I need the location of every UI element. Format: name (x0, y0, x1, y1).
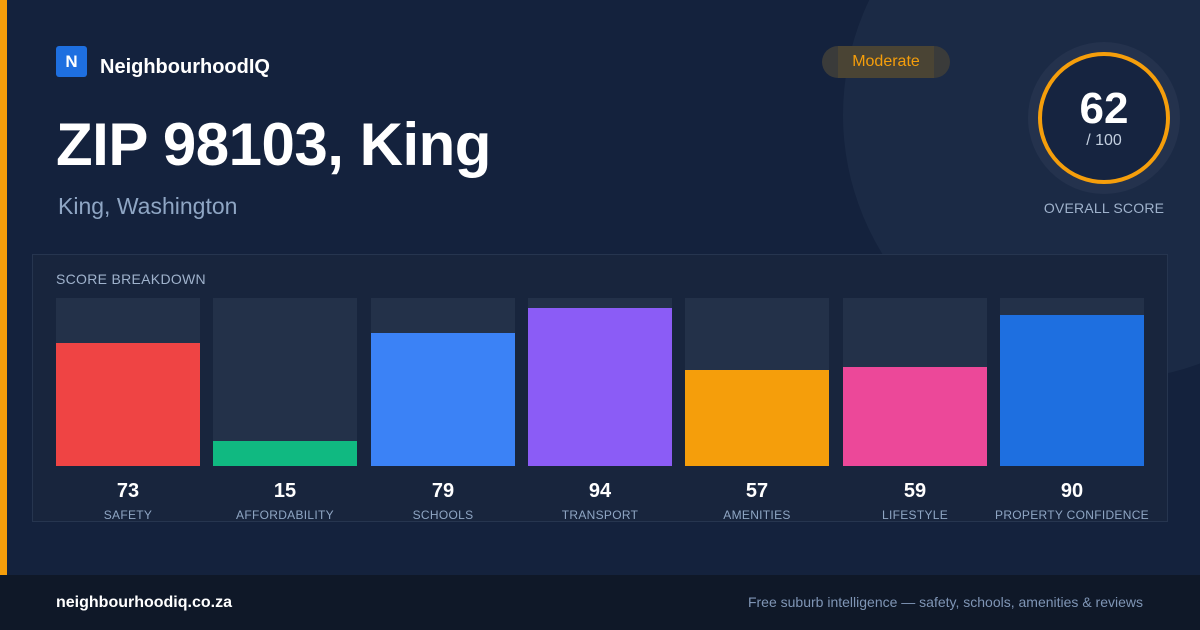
bar-label: AMENITIES (723, 508, 791, 522)
bar-fill (528, 308, 672, 466)
bar-value: 59 (903, 480, 927, 502)
bar-value: 57 (745, 480, 769, 502)
bar-value: 15 (273, 480, 297, 502)
bar-fill (843, 367, 987, 466)
location-subtitle: King, Washington (58, 193, 238, 219)
bar-value: 94 (588, 480, 612, 502)
bar-label: AFFORDABILITY (236, 508, 334, 522)
footer-tagline: Free suburb intelligence — safety, schoo… (747, 594, 1143, 610)
footer: neighbourhoodiq.co.za Free suburb intell… (0, 575, 1200, 630)
bar-label: TRANSPORT (561, 508, 639, 522)
bar-label: PROPERTY CONFIDENCE (995, 508, 1149, 522)
bar-value: 90 (1060, 480, 1084, 502)
overall-score-value: 62 (1079, 84, 1129, 133)
bar-track (685, 298, 829, 466)
bar-track (213, 298, 357, 466)
bar-fill (371, 333, 515, 466)
overall-score-label: OVERALL SCORE (1043, 200, 1165, 216)
bar-track (843, 298, 987, 466)
bar-value: 73 (116, 480, 140, 502)
bar-track (528, 298, 672, 466)
overall-score-ring (1028, 42, 1180, 194)
score-breakdown-title: SCORE BREAKDOWN (56, 271, 206, 287)
bar-track (1000, 298, 1144, 466)
status-badge-label: Moderate (852, 53, 920, 70)
score-ring-outline (1038, 52, 1170, 184)
status-badge: Moderate (822, 46, 950, 78)
bar-value: 79 (431, 480, 455, 502)
bar-label: SCHOOLS (412, 508, 474, 522)
bar-label: SAFETY (103, 508, 153, 522)
brand-name: NeighbourhoodIQ (100, 56, 270, 78)
share-card: N NeighbourhoodIQ ZIP 98103, King King, … (0, 0, 1180, 575)
bar-track (371, 298, 515, 466)
bar-fill (56, 343, 200, 466)
bar-track (56, 298, 200, 466)
brand-logo-icon: N (56, 46, 87, 77)
bar-fill (213, 441, 357, 466)
bar-fill (1000, 315, 1144, 466)
bar-fill (685, 370, 829, 466)
footer-domain: neighbourhoodiq.co.za (56, 594, 232, 611)
accent-bar (0, 0, 7, 575)
bar-label: LIFESTYLE (881, 508, 949, 522)
page-title: ZIP 98103, King (56, 111, 491, 178)
overall-score-max: / 100 (1086, 132, 1122, 149)
